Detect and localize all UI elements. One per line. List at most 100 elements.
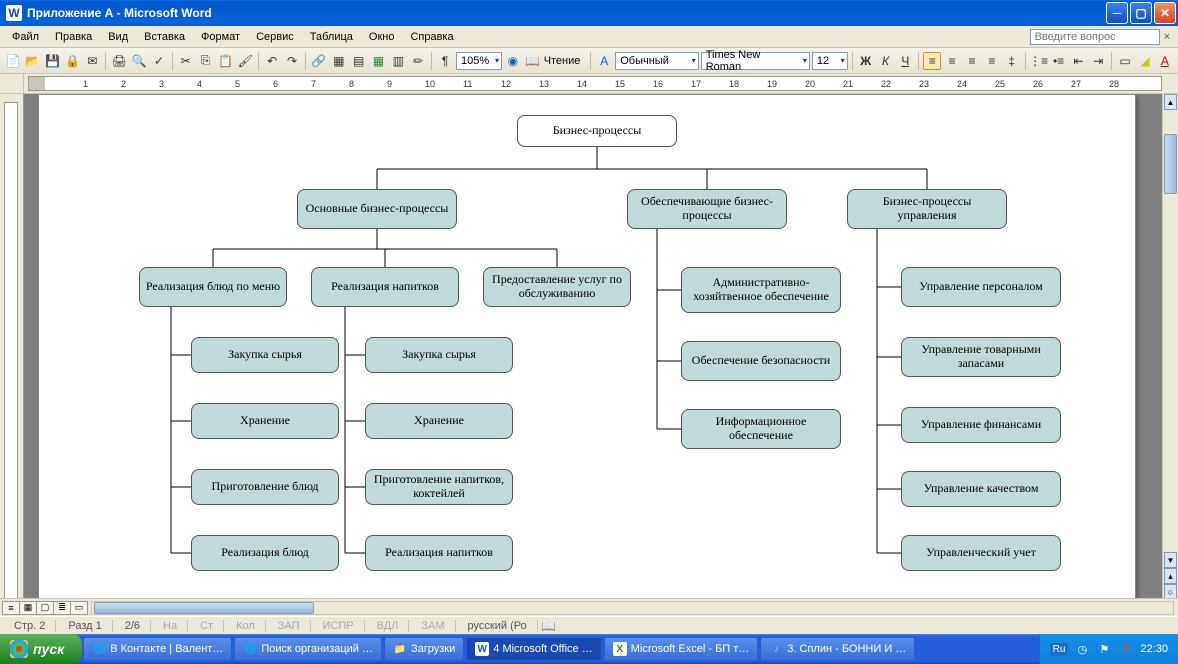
hyperlink-icon[interactable]: 🔗 [310, 52, 328, 70]
mail-icon[interactable]: ✉ [83, 52, 101, 70]
print-view-icon[interactable]: ▢ [36, 601, 54, 615]
save-icon[interactable]: 💾 [44, 52, 62, 70]
start-button[interactable]: пуск [0, 634, 82, 664]
system-tray[interactable]: Ru ◷ ⚑ 8 22:30 [1039, 634, 1178, 664]
align-right-icon[interactable]: ≡ [963, 52, 981, 70]
borders-icon[interactable]: ▭ [1116, 52, 1134, 70]
help-search-input[interactable] [1030, 29, 1160, 45]
diagram-node[interactable]: Управление персоналом [901, 267, 1061, 307]
font-color-icon[interactable]: A [1156, 52, 1174, 70]
highlight-icon[interactable]: ◢ [1136, 52, 1154, 70]
styles-pane-icon[interactable]: A [595, 52, 613, 70]
menu-window[interactable]: Окно [361, 29, 403, 45]
indent-icon[interactable]: ⇥ [1089, 52, 1107, 70]
menu-help[interactable]: Справка [402, 29, 461, 45]
numbering-icon[interactable]: ⋮≡ [1030, 52, 1048, 70]
diagram-node[interactable]: Управление качеством [901, 471, 1061, 507]
diagram-node[interactable]: Приготовление напитков, коктейлей [365, 469, 513, 505]
print-icon[interactable]: 🖨 [110, 52, 128, 70]
tray-icon[interactable]: ◷ [1074, 641, 1090, 657]
spellcheck-icon[interactable]: ✓ [150, 52, 168, 70]
undo-icon[interactable]: ↶ [263, 52, 281, 70]
normal-view-icon[interactable]: ≡ [2, 601, 20, 615]
italic-icon[interactable]: К [877, 52, 895, 70]
line-spacing-icon[interactable]: ‡ [1003, 52, 1021, 70]
diagram-node[interactable]: Закупка сырья [191, 337, 339, 373]
reading-label[interactable]: Чтение [544, 55, 587, 67]
diagram-node[interactable]: Бизнес-процессы [517, 115, 677, 147]
menu-edit[interactable]: Правка [47, 29, 100, 45]
diagram-node[interactable]: Реализация напитков [311, 267, 459, 307]
diagram-node[interactable]: Обеспечивающие бизнес-процессы [627, 189, 787, 229]
diagram-node[interactable]: Управление товарными запасами [901, 337, 1061, 377]
taskbar-item[interactable]: 📁Загрузки [384, 637, 464, 661]
scroll-up-icon[interactable]: ▲ [1164, 94, 1177, 110]
close-button[interactable]: ✕ [1154, 2, 1176, 24]
fontsize-combo[interactable]: 12 [812, 52, 848, 70]
underline-icon[interactable]: Ч [896, 52, 914, 70]
diagram-node[interactable]: Предоставление услуг по обслуживанию [483, 267, 631, 307]
align-justify-icon[interactable]: ≡ [983, 52, 1001, 70]
reading-view-icon[interactable]: ▭ [70, 601, 88, 615]
menu-format[interactable]: Формат [193, 29, 248, 45]
zoom-combo[interactable]: 105% [456, 52, 502, 70]
diagram-node[interactable]: Реализация блюд по меню [139, 267, 287, 307]
taskbar-item[interactable]: W4 Microsoft Office … [466, 637, 601, 661]
help-icon[interactable]: ◉ [504, 52, 522, 70]
columns-icon[interactable]: ▥ [389, 52, 407, 70]
diagram-node[interactable]: Реализация напитков [365, 535, 513, 571]
tables-borders-icon[interactable]: ▦ [330, 52, 348, 70]
insert-table-icon[interactable]: ▤ [350, 52, 368, 70]
diagram-node[interactable]: Основные бизнес-процессы [297, 189, 457, 229]
diagram-node[interactable]: Хранение [191, 403, 339, 439]
horizontal-ruler[interactable]: 1234567891011121314151617181920212223242… [28, 76, 1162, 91]
web-view-icon[interactable]: ▦ [19, 601, 37, 615]
doc-map-icon[interactable]: ¶ [436, 52, 454, 70]
menu-tools[interactable]: Сервис [248, 29, 302, 45]
vertical-scrollbar[interactable]: ▲ ▼ ▴ ○ ▾ [1162, 94, 1178, 616]
menu-view[interactable]: Вид [100, 29, 136, 45]
minimize-button[interactable]: ─ [1106, 2, 1128, 24]
align-center-icon[interactable]: ≡ [943, 52, 961, 70]
diagram-node[interactable]: Бизнес-процессы управления [847, 189, 1007, 229]
tray-clock[interactable]: 22:30 [1140, 643, 1168, 655]
menubar-close-doc[interactable]: × [1160, 31, 1174, 43]
bullets-icon[interactable]: •≡ [1050, 52, 1068, 70]
format-painter-icon[interactable]: 🖌 [236, 52, 254, 70]
taskbar-item[interactable]: 🌐Поиск организаций … [234, 637, 382, 661]
open-icon[interactable]: 📂 [24, 52, 42, 70]
diagram-node[interactable]: Закупка сырья [365, 337, 513, 373]
diagram-node[interactable]: Информационное обеспечение [681, 409, 841, 449]
lang-indicator[interactable]: Ru [1050, 643, 1069, 656]
taskbar-item[interactable]: ♪3. Сплин - БОННИ И … [760, 637, 915, 661]
drawing-icon[interactable]: ✏ [409, 52, 427, 70]
view-buttons[interactable]: ≡ ▦ ▢ ≣ ▭ [2, 601, 87, 615]
paste-icon[interactable]: 📋 [217, 52, 235, 70]
taskbar-item[interactable]: 🌐В Контакте | Валент… [83, 637, 232, 661]
new-doc-icon[interactable]: 📄 [4, 52, 22, 70]
diagram-node[interactable]: Хранение [365, 403, 513, 439]
tray-icon[interactable]: ⚑ [1096, 641, 1112, 657]
document-area[interactable]: Бизнес-процессы Основные бизнес-процессы О… [24, 94, 1162, 616]
font-combo[interactable]: Times New Roman [701, 52, 810, 70]
diagram-node[interactable]: Административно-хозяйтвенное обеспечение [681, 267, 841, 313]
redo-icon[interactable]: ↷ [283, 52, 301, 70]
reading-icon[interactable]: 📖 [524, 52, 542, 70]
scroll-thumb[interactable] [1164, 134, 1177, 194]
align-left-icon[interactable]: ≡ [923, 52, 941, 70]
diagram-node[interactable]: Управленческий учет [901, 535, 1061, 571]
diagram-node[interactable]: Обеспечение безопасности [681, 341, 841, 381]
diagram-node[interactable]: Управление финансами [901, 407, 1061, 443]
menu-insert[interactable]: Вставка [136, 29, 193, 45]
horizontal-scrollbar[interactable] [91, 601, 1174, 615]
style-combo[interactable]: Обычный [615, 52, 698, 70]
maximize-button[interactable]: ▢ [1130, 2, 1152, 24]
taskbar-item[interactable]: XMicrosoft Excel - БП т… [604, 637, 759, 661]
scroll-down-icon[interactable]: ▼ [1164, 552, 1177, 568]
outdent-icon[interactable]: ⇤ [1069, 52, 1087, 70]
excel-icon[interactable]: ▦ [370, 52, 388, 70]
preview-icon[interactable]: 🔍 [130, 52, 148, 70]
copy-icon[interactable]: ⎘ [197, 52, 215, 70]
outline-view-icon[interactable]: ≣ [53, 601, 71, 615]
status-book-icon[interactable]: 📖 [540, 617, 558, 635]
